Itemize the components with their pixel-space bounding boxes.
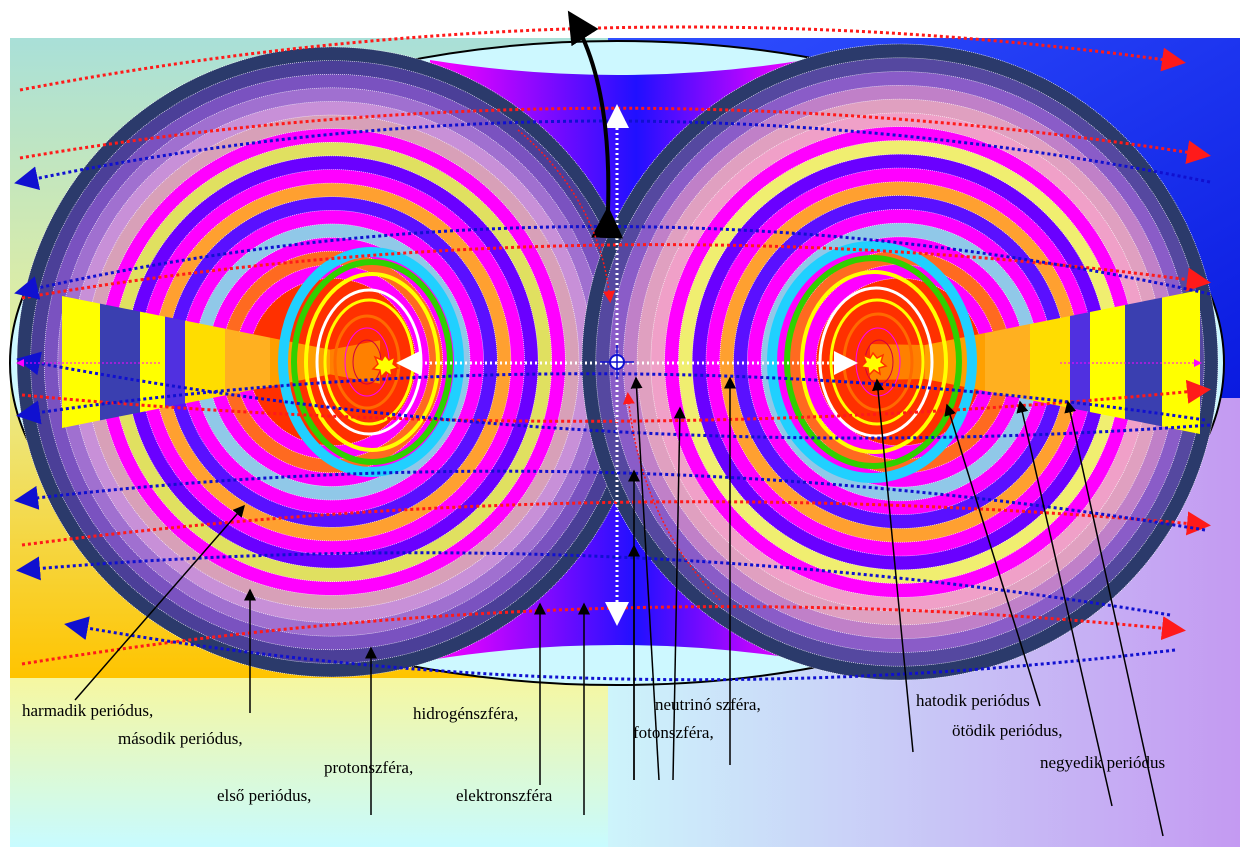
label-hatodik-periodus: hatodik periódus: [916, 691, 1030, 710]
label-fotonszfera: fotonszféra,: [633, 723, 714, 742]
red-arc-lower: [622, 392, 721, 601]
pointer-line: [672, 406, 686, 781]
red-arc-upper: [517, 129, 616, 303]
bandsL-segment: [140, 311, 165, 413]
label-protonszfera: protonszféra,: [324, 758, 413, 777]
label-elso-periodus: első periódus,: [217, 786, 311, 805]
background-bottom-left: [10, 678, 608, 847]
center-node-icon: [600, 345, 634, 379]
pointer-line: [1064, 400, 1164, 837]
label-negyedik-periodus: negyedik periódus: [1040, 753, 1165, 772]
label-elektronszfera: elektronszféra: [456, 786, 553, 805]
pointer-line: [944, 403, 1041, 707]
blue-field-line: [16, 351, 1211, 440]
bandsL-segment: [185, 320, 225, 404]
blue-field-line: [16, 551, 1171, 617]
bandsL-segment: [62, 296, 100, 428]
label-pointers: [74, 376, 1164, 837]
blue-field-line: [64, 616, 1176, 682]
labels: harmadik periódus, második periódus, els…: [22, 691, 1165, 805]
pointer-line: [630, 376, 660, 781]
red-field-line: [21, 605, 1186, 666]
pointer-line: [74, 504, 245, 701]
innerR-ring: [818, 286, 934, 438]
bandsR-segment: [985, 324, 1030, 400]
bandsL-segment: [225, 328, 270, 396]
bandsR-segment: [1070, 312, 1090, 412]
label-harmadik-periodus: harmadik periódus,: [22, 701, 153, 720]
label-masodik-periodus: második periódus,: [118, 729, 243, 748]
bandsL-segment: [330, 340, 380, 384]
blue-field-line: [16, 372, 1206, 425]
label-otodik-periodus: ötödik periódus,: [952, 721, 1063, 740]
label-hidrogenszfera: hidrogénszféra,: [413, 704, 518, 723]
label-neutrinoszfera: neutrinó szféra,: [655, 695, 761, 714]
pointer-line: [872, 378, 914, 753]
innerR-ring: [829, 298, 925, 426]
bandsR-segment: [1030, 316, 1070, 408]
black-curved-arrow: [567, 10, 624, 239]
left-equatorial-band: [62, 296, 380, 428]
pointer-line: [1016, 400, 1113, 807]
bandsL-segment: [165, 316, 185, 408]
bandsR-segment: [1125, 297, 1162, 427]
innerL-ring: [278, 247, 464, 477]
bandsR-segment: [1090, 305, 1125, 419]
blue-field-line: [14, 469, 1206, 532]
bandsR-segment: [1162, 290, 1200, 434]
bandsL-segment: [100, 303, 140, 421]
star-nucleus-icon-right: [859, 351, 888, 377]
innerL-ring: [304, 272, 440, 452]
star-nucleus-icon-left: [371, 353, 400, 379]
red-field-line: [21, 243, 1211, 300]
